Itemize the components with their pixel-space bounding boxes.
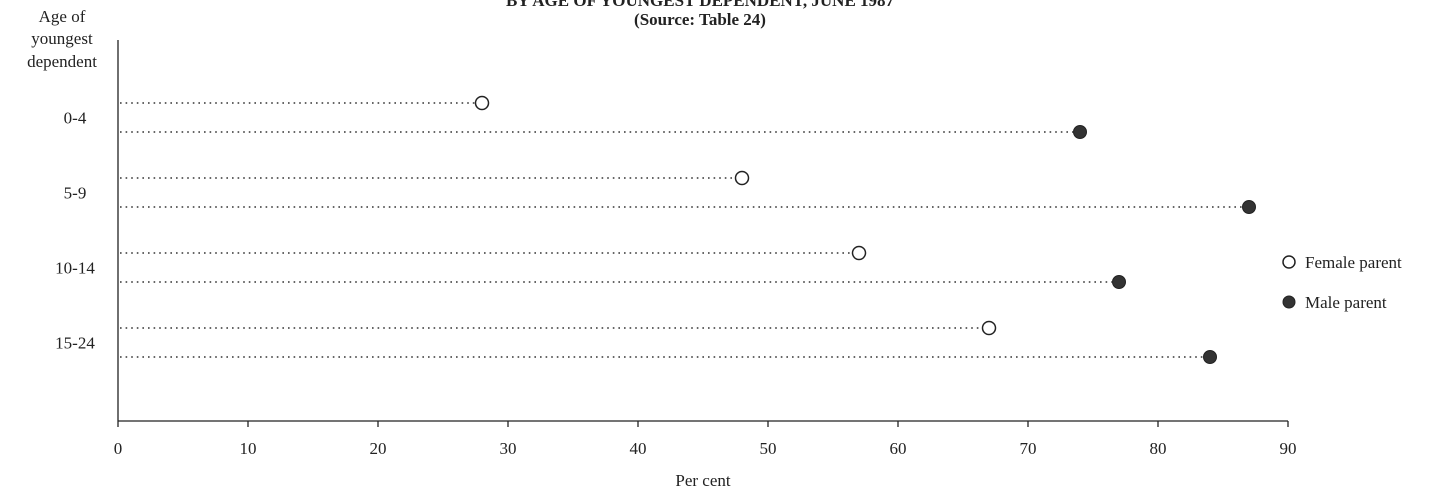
x-tick-label-10: 10 [240, 439, 257, 458]
data-point-female-parent-5-9 [734, 170, 750, 186]
legend-label-female-parent: Female parent [1305, 253, 1402, 272]
x-tick-label-40: 40 [630, 439, 647, 458]
category-label-5-9: 5-9 [64, 184, 87, 203]
x-tick-label-90: 90 [1280, 439, 1297, 458]
data-point-female-parent-0-4 [474, 95, 490, 111]
chart-title: BY AGE OF YOUNGEST DEPENDENT, JUNE 1987 [506, 0, 895, 10]
category-label-0-4: 0-4 [64, 109, 87, 128]
category-label-15-24: 15-24 [55, 334, 95, 353]
data-point-male-parent-10-14 [1112, 275, 1126, 289]
x-tick-label-70: 70 [1020, 439, 1037, 458]
x-tick-label-60: 60 [890, 439, 907, 458]
data-point-female-parent-10-14 [851, 245, 867, 261]
legend-label-male-parent: Male parent [1305, 293, 1387, 312]
legend-marker-female-parent [1282, 255, 1296, 269]
category-label-10-14: 10-14 [55, 259, 95, 278]
y-axis-title-line-1: Age of [39, 7, 86, 26]
data-point-female-parent-15-24 [981, 320, 997, 336]
legend-marker-male-parent [1282, 295, 1296, 309]
y-axis-title-line-2: youngest [31, 29, 93, 48]
x-tick-label-30: 30 [500, 439, 517, 458]
plot-area: 0-4 5-9 10-14 15-24 [55, 95, 1256, 364]
x-axis-ticks: 0 10 20 30 40 50 60 70 80 90 [114, 421, 1297, 458]
x-tick-label-50: 50 [760, 439, 777, 458]
x-tick-label-0: 0 [114, 439, 123, 458]
data-point-male-parent-15-24 [1203, 350, 1217, 364]
chart-subtitle: (Source: Table 24) [634, 10, 766, 29]
x-tick-label-80: 80 [1150, 439, 1167, 458]
legend: Female parent Male parent [1282, 253, 1402, 312]
y-axis-title-line-3: dependent [27, 52, 97, 71]
x-axis-title: Per cent [675, 471, 731, 490]
data-point-male-parent-0-4 [1073, 125, 1087, 139]
data-point-male-parent-5-9 [1242, 200, 1256, 214]
x-tick-label-20: 20 [370, 439, 387, 458]
